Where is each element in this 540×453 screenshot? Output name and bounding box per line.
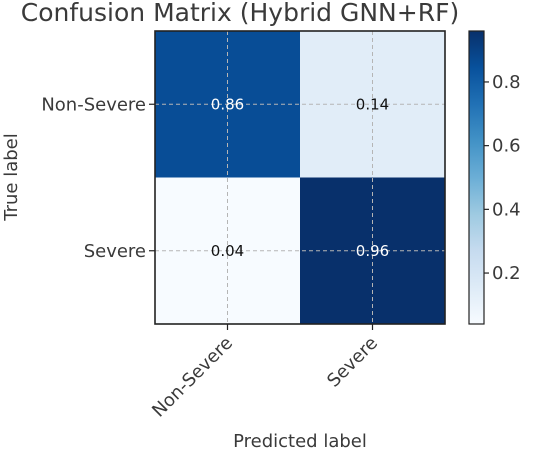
y-tick-label: Non-Severe bbox=[41, 94, 146, 115]
cell-value-label: 0.96 bbox=[356, 242, 389, 260]
colorbar-tick-label: 0.6 bbox=[492, 136, 521, 157]
x-axis-label: Predicted label bbox=[233, 431, 367, 452]
cell-value-labels: 0.86 0.14 0.04 0.96 bbox=[211, 95, 389, 260]
plot-frame bbox=[154, 30, 446, 325]
colorbar bbox=[468, 30, 485, 325]
colorbar-tick-label: 0.8 bbox=[492, 72, 521, 93]
heatmap-cells bbox=[155, 31, 446, 325]
cell-value-label: 0.04 bbox=[211, 242, 244, 260]
chart-title: Confusion Matrix (Hybrid GNN+RF) bbox=[21, 0, 459, 27]
gridlines bbox=[155, 31, 445, 324]
y-tick-label: Severe bbox=[84, 241, 146, 262]
colorbar-ticks: 0.2 0.4 0.6 0.8 bbox=[484, 72, 521, 284]
colorbar-tick-label: 0.2 bbox=[492, 263, 521, 284]
x-tick-label: Severe bbox=[323, 333, 382, 392]
colorbar-tick-label: 0.4 bbox=[492, 199, 521, 220]
cell-value-label: 0.14 bbox=[356, 95, 389, 113]
x-tick-label: Non-Severe bbox=[148, 333, 237, 422]
cell-value-label: 0.86 bbox=[211, 95, 244, 113]
y-axis-label: True label bbox=[1, 133, 22, 222]
